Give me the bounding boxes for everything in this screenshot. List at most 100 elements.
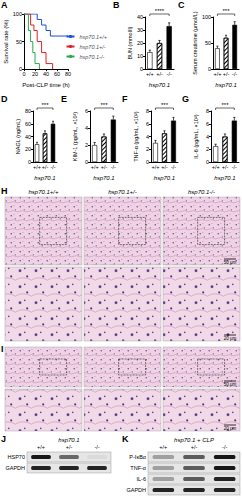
svg-text:50 μm: 50 μm — [224, 260, 237, 265]
svg-text:hsp70.1: hsp70.1 — [34, 175, 55, 181]
svg-text:NAGL (ng/mL): NAGL (ng/mL) — [15, 119, 21, 154]
svg-text:hsp70.1: hsp70.1 — [214, 175, 235, 181]
svg-text:-/-: -/- — [232, 71, 237, 77]
svg-text:+/+: +/+ — [37, 444, 45, 450]
svg-text:IL-6 (pg/mL, ×10²): IL-6 (pg/mL, ×10²) — [193, 114, 199, 158]
svg-text:20: 20 — [25, 146, 31, 152]
svg-text:***: *** — [223, 8, 231, 14]
svg-text:***: *** — [100, 102, 108, 108]
svg-text:hsp70.1-/-: hsp70.1-/- — [79, 54, 104, 60]
svg-text:2: 2 — [85, 142, 88, 148]
svg-text:I: I — [1, 344, 4, 354]
svg-text:10: 10 — [137, 53, 143, 59]
svg-text:GAPDH: GAPDH — [126, 487, 146, 493]
svg-text:-/-: -/- — [94, 444, 99, 450]
svg-text:GAPDH: GAPDH — [5, 465, 25, 471]
svg-text:20 μm: 20 μm — [224, 426, 237, 431]
svg-text:80: 80 — [25, 108, 31, 114]
svg-text:hsp70.1+/+: hsp70.1+/+ — [79, 34, 107, 40]
svg-text:BUN (mmol/l): BUN (mmol/l) — [127, 26, 133, 59]
svg-text:hsp70.1-/-: hsp70.1-/- — [188, 189, 215, 195]
svg-text:Survival rate (%): Survival rate (%) — [3, 19, 9, 63]
svg-text:50 μm: 50 μm — [224, 382, 237, 387]
svg-text:hsp70.1 + CLP: hsp70.1 + CLP — [174, 437, 214, 443]
svg-text:50: 50 — [16, 39, 22, 45]
svg-text:0: 0 — [140, 66, 143, 72]
svg-text:+/-: +/- — [161, 164, 168, 170]
svg-text:60: 60 — [25, 121, 31, 127]
svg-text:20: 20 — [137, 40, 143, 46]
svg-text:+/-: +/- — [101, 164, 108, 170]
svg-text:-/-: -/- — [111, 164, 116, 170]
svg-text:TNF-α: TNF-α — [130, 465, 147, 471]
svg-text:****: **** — [155, 8, 165, 14]
svg-text:+/+: +/+ — [91, 164, 99, 170]
svg-text:-/-: -/- — [171, 164, 176, 170]
svg-text:hsp70.1+/-: hsp70.1+/- — [79, 44, 105, 50]
svg-text:8: 8 — [206, 108, 209, 114]
svg-text:4: 4 — [85, 125, 88, 131]
svg-text:+/-: +/- — [191, 444, 198, 450]
svg-text:***: *** — [161, 102, 169, 108]
svg-text:***: *** — [42, 102, 50, 108]
svg-text:P-IκBα: P-IκBα — [129, 454, 146, 460]
svg-text:6: 6 — [85, 108, 88, 114]
svg-text:100: 100 — [13, 11, 22, 17]
svg-text:hsp70.1: hsp70.1 — [93, 175, 114, 181]
svg-text:+/-: +/- — [223, 71, 230, 77]
svg-text:+/-: +/- — [156, 71, 163, 77]
svg-text:50: 50 — [205, 40, 211, 46]
svg-text:6: 6 — [146, 121, 149, 127]
svg-text:+/-: +/- — [66, 444, 73, 450]
svg-text:40: 40 — [137, 14, 143, 20]
svg-text:+/-: +/- — [42, 164, 49, 170]
svg-text:2: 2 — [206, 146, 209, 152]
svg-text:+/+: +/+ — [33, 164, 41, 170]
svg-text:J: J — [1, 434, 6, 444]
svg-text:+/+: +/+ — [213, 71, 221, 77]
svg-text:+/+: +/+ — [151, 164, 159, 170]
svg-text:0: 0 — [208, 66, 211, 72]
svg-text:KIM-1 (pg/mL, ×10²): KIM-1 (pg/mL, ×10²) — [72, 112, 78, 162]
svg-text:hsp70.1: hsp70.1 — [215, 82, 236, 88]
svg-text:4: 4 — [146, 134, 149, 140]
svg-text:***: *** — [221, 102, 229, 108]
svg-text:IL-6: IL-6 — [137, 476, 146, 482]
svg-text:hsp70.1+/+: hsp70.1+/+ — [28, 189, 59, 195]
svg-text:60: 60 — [54, 71, 60, 77]
svg-text:6: 6 — [206, 121, 209, 127]
svg-text:+/+: +/+ — [159, 444, 167, 450]
svg-text:TNF-α (pg/mL, ×10²): TNF-α (pg/mL, ×10²) — [133, 111, 139, 162]
svg-text:30: 30 — [137, 27, 143, 33]
svg-text:0: 0 — [85, 159, 88, 165]
svg-text:0: 0 — [206, 159, 209, 165]
svg-text:+/+: +/+ — [146, 71, 154, 77]
svg-text:+/+: +/+ — [212, 164, 220, 170]
svg-text:20: 20 — [32, 71, 38, 77]
svg-text:HSP70: HSP70 — [8, 454, 25, 460]
svg-text:hsp70.1+/-: hsp70.1+/- — [108, 189, 137, 195]
svg-text:H: H — [1, 186, 8, 196]
svg-text:hsp70.1: hsp70.1 — [149, 82, 170, 88]
svg-text:20 μm: 20 μm — [224, 336, 237, 341]
svg-text:+/-: +/- — [222, 164, 229, 170]
svg-text:-/-: -/- — [232, 164, 237, 170]
svg-text:hsp70.1: hsp70.1 — [58, 437, 79, 443]
svg-text:8: 8 — [146, 108, 149, 114]
svg-text:2: 2 — [146, 146, 149, 152]
svg-text:4: 4 — [206, 134, 209, 140]
svg-text:-/-: -/- — [167, 71, 172, 77]
svg-text:Post-CLP time (h): Post-CLP time (h) — [22, 82, 70, 88]
svg-text:40: 40 — [43, 71, 49, 77]
svg-text:80: 80 — [65, 71, 71, 77]
svg-text:0: 0 — [22, 71, 25, 77]
svg-text:Serum creatinine (μmol/L): Serum creatinine (μmol/L) — [192, 11, 198, 75]
svg-text:0: 0 — [28, 159, 31, 165]
svg-text:K: K — [122, 434, 129, 444]
svg-text:0: 0 — [146, 159, 149, 165]
svg-text:hsp70.1: hsp70.1 — [154, 175, 175, 181]
svg-text:40: 40 — [25, 134, 31, 140]
svg-text:-/-: -/- — [222, 444, 227, 450]
svg-text:-/-: -/- — [50, 164, 55, 170]
svg-text:100: 100 — [202, 14, 211, 20]
